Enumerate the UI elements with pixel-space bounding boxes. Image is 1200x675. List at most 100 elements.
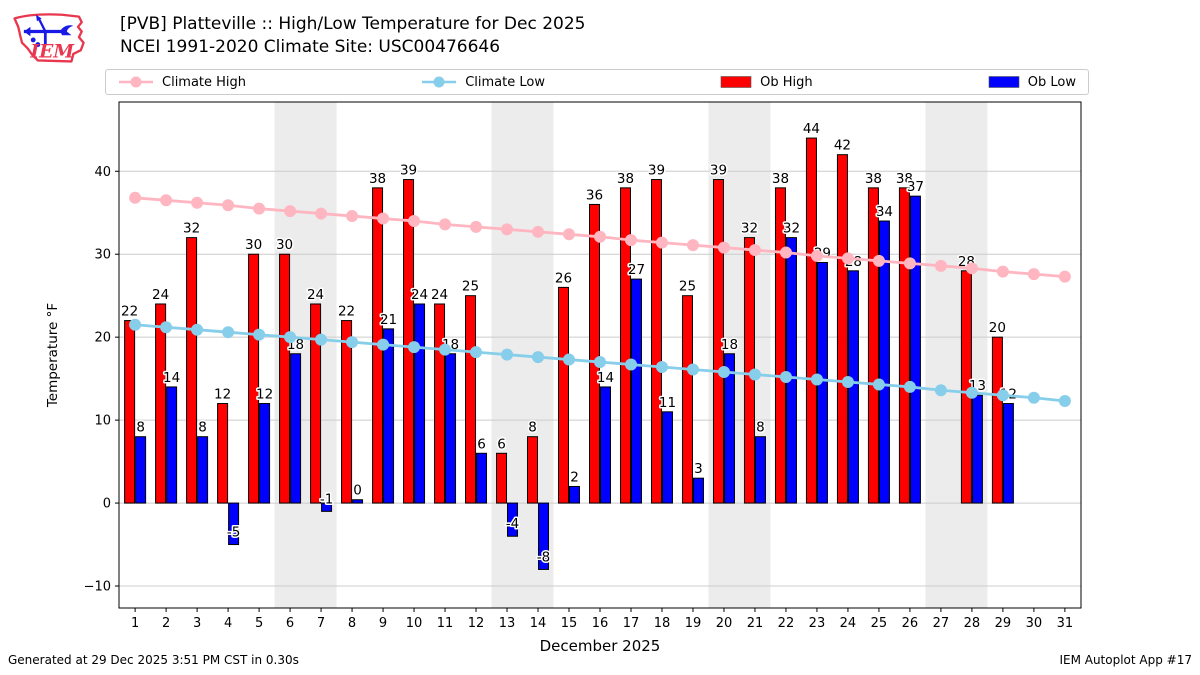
- climate-high-marker-10: [408, 215, 421, 228]
- iem-logo-text: IEM: [29, 41, 75, 63]
- ob-high-bar-25: [867, 187, 879, 504]
- climate-low-marker-13: [501, 348, 514, 361]
- ob-high-bar-5: [248, 253, 260, 504]
- climate-low-marker-16: [594, 356, 606, 369]
- climate-low-marker-3: [191, 323, 204, 336]
- x-tick-label-9: 9: [379, 616, 387, 631]
- x-tick-label-20: 20: [716, 616, 733, 631]
- x-tick-label-14: 14: [530, 616, 547, 631]
- ob-low-value-17: 27: [628, 262, 645, 278]
- x-tick-label-28: 28: [964, 616, 981, 631]
- ob-low-bar-14: [538, 502, 550, 570]
- ob-low-value-4: -5: [227, 525, 240, 541]
- ob-high-value-3: 32: [183, 221, 200, 237]
- ob-low-bar-18: [661, 411, 673, 504]
- y-tick-label--10: −10: [84, 580, 111, 595]
- x-tick-label-16: 16: [592, 616, 609, 631]
- x-tick-label-2: 2: [162, 616, 170, 631]
- x-tick-label-7: 7: [317, 616, 325, 631]
- legend-item-ob-high: Ob High: [720, 75, 813, 90]
- ob-low-value-14: -8: [537, 549, 550, 565]
- x-tick-label-12: 12: [468, 616, 485, 631]
- y-axis-label: Temperature °F: [45, 303, 61, 408]
- ob-high-value-23: 44: [803, 121, 820, 137]
- ob-low-value-7: -1: [320, 491, 333, 507]
- ob-low-bar-19: [692, 477, 704, 504]
- climate-high-marker-24: [841, 252, 854, 265]
- x-tick-label-31: 31: [1057, 616, 1074, 631]
- ob-high-value-15: 26: [555, 270, 572, 286]
- ob-high-value-19: 25: [679, 279, 696, 295]
- climate-high-marker-27: [934, 259, 947, 272]
- ob-low-bar-2: [166, 386, 178, 504]
- ob-high-value-8: 22: [338, 304, 355, 320]
- ob-high-bar-6: [279, 253, 291, 504]
- climate-high-marker-22: [779, 246, 792, 259]
- climate-high-marker-11: [439, 218, 452, 231]
- climate-low-marker-14: [532, 351, 545, 364]
- climate-low-marker-11: [439, 343, 452, 356]
- climate-high-marker-13: [501, 223, 514, 236]
- climate-high-marker-31: [1058, 270, 1071, 283]
- climate-high-marker-18: [655, 236, 668, 249]
- y-tick-label-0: 0: [103, 497, 111, 512]
- ob-high-bar-4: [217, 403, 229, 504]
- generated-timestamp: Generated at 29 Dec 2025 3:51 PM CST in …: [8, 653, 299, 667]
- climate-high-marker-3: [191, 196, 204, 209]
- climate-low-marker-29: [996, 389, 1009, 402]
- climate-high-marker-17: [624, 234, 637, 247]
- ob-high-bar-20: [712, 179, 724, 504]
- ob-high-bar-22: [774, 187, 786, 504]
- ob-low-bar-11: [445, 353, 457, 504]
- legend-line-swatch: [119, 76, 153, 88]
- climate-high-marker-5: [253, 202, 266, 215]
- weather-vane-icon: [23, 14, 74, 48]
- ob-high-bar-2: [155, 303, 167, 504]
- climate-low-marker-12: [470, 346, 483, 359]
- ob-low-bar-20: [723, 353, 735, 504]
- x-tick-label-1: 1: [131, 616, 139, 631]
- climate-high-marker-19: [686, 239, 699, 252]
- page-title: [PVB] Platteville :: High/Low Temperatur…: [120, 14, 586, 34]
- climate-low-marker-2: [160, 321, 173, 334]
- climate-high-marker-2: [160, 194, 173, 207]
- ob-high-bar-16: [589, 203, 600, 504]
- climate-low-marker-10: [408, 341, 421, 354]
- ob-low-bar-17: [630, 278, 642, 504]
- ob-low-bar-4: [228, 502, 240, 546]
- ob-low-bar-7: [321, 502, 333, 512]
- ob-high-value-6: 30: [276, 237, 293, 253]
- climate-low-marker-31: [1058, 395, 1071, 408]
- climate-low-marker-22: [779, 370, 792, 383]
- ob-high-bar-14: [527, 436, 539, 504]
- x-tick-label-21: 21: [747, 616, 764, 631]
- climate-low-marker-19: [686, 363, 699, 376]
- y-tick-label-40: 40: [94, 165, 111, 180]
- ob-low-value-12: 6: [477, 436, 486, 452]
- weekend-band: [925, 102, 988, 608]
- ob-high-value-4: 12: [214, 387, 231, 403]
- ob-high-value-14: 8: [528, 420, 537, 436]
- legend-label: Ob Low: [1027, 74, 1076, 90]
- climate-low-marker-23: [810, 373, 823, 386]
- ob-high-bar-17: [619, 187, 631, 504]
- ob-low-bar-10: [414, 303, 426, 504]
- legend-item-ob-low: Ob Low: [988, 75, 1076, 90]
- ob-low-bar-16: [600, 386, 611, 504]
- legend-patch-swatch: [988, 76, 1020, 88]
- page-subtitle: NCEI 1991-2020 Climate Site: USC00476646: [120, 37, 501, 57]
- ob-high-value-20: 39: [710, 163, 727, 179]
- x-tick-label-26: 26: [902, 616, 919, 631]
- x-tick-label-17: 17: [623, 616, 640, 631]
- ob-low-bar-15: [569, 485, 581, 504]
- ob-high-value-21: 32: [741, 221, 758, 237]
- x-tick-label-23: 23: [809, 616, 826, 631]
- ob-high-value-11: 24: [431, 287, 448, 303]
- ob-low-bar-5: [259, 403, 271, 504]
- ob-high-value-25: 38: [865, 171, 882, 187]
- ob-low-value-5: 12: [256, 387, 273, 403]
- ob-high-value-17: 38: [617, 171, 634, 187]
- climate-low-marker-18: [655, 361, 668, 374]
- ob-low-bar-9: [383, 328, 395, 504]
